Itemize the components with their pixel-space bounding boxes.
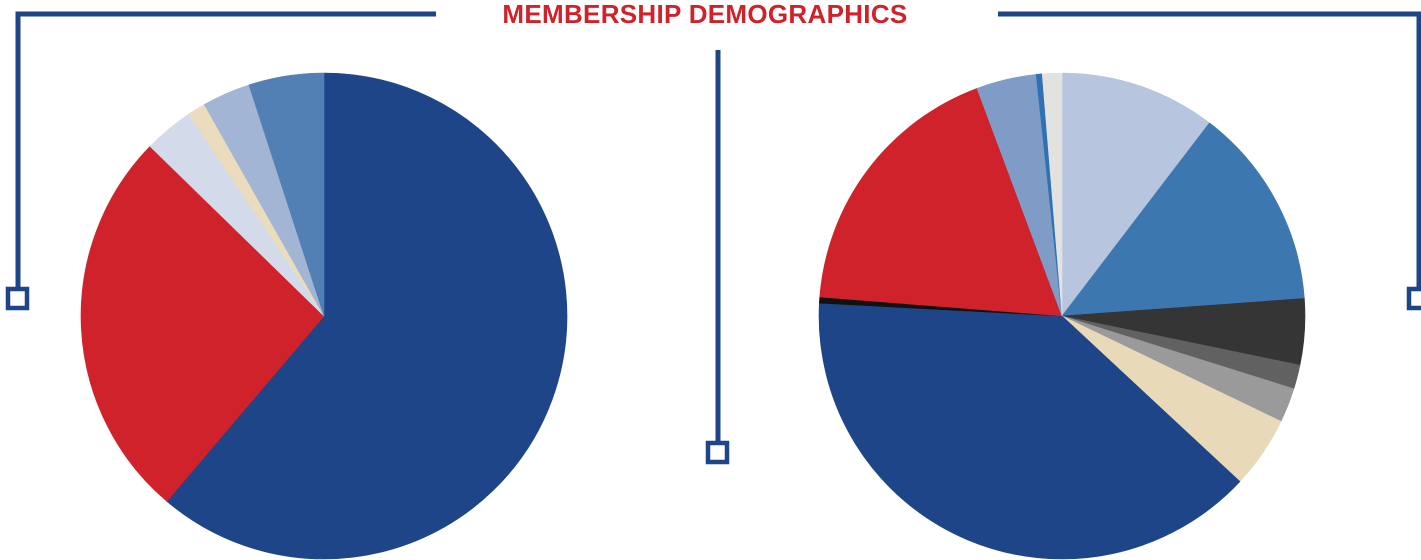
- pie-chart-right: [818, 72, 1306, 560]
- frame-line-left: [15, 11, 436, 289]
- pie-1-slice-1: [1061, 122, 1305, 317]
- pie-1-slice-11: [1041, 72, 1063, 317]
- page-title: MEMBERSHIP DEMOGRAPHICS: [440, 0, 970, 30]
- pie-1-slice-6: [818, 302, 1241, 560]
- pie-0-slice-0: [166, 72, 568, 560]
- frame-end-box-right: [1406, 286, 1421, 311]
- pie-0-slice-5: [248, 72, 325, 317]
- pie-0-slice-1: [80, 145, 325, 502]
- frame-end-box-center: [705, 440, 730, 465]
- pie-1-slice-0: [1061, 72, 1210, 317]
- bracket-frame: [5, 11, 1421, 465]
- pie-1-slice-8: [819, 87, 1063, 317]
- frame-end-box-left: [5, 286, 30, 311]
- pie-chart-left: [80, 72, 568, 560]
